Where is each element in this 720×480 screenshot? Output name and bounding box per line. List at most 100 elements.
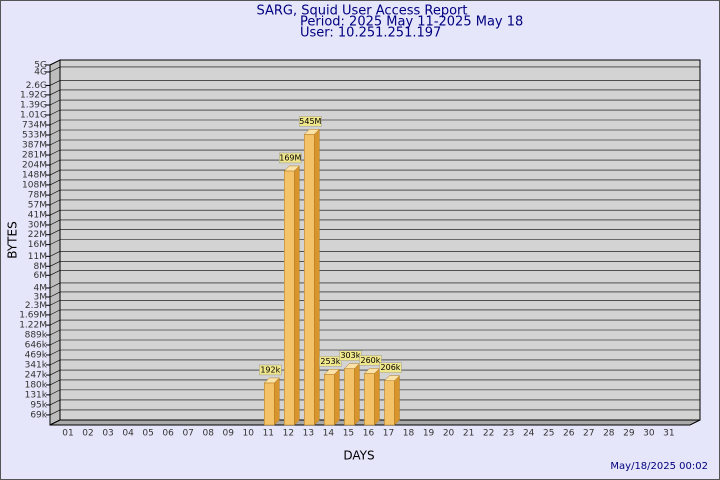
value-label: 206k [381, 363, 401, 372]
y-tick-label: 2.3M [25, 301, 47, 311]
x-tick-label: 09 [223, 429, 235, 439]
timestamp: May/18/2025 00:02 [610, 461, 708, 472]
y-tick-label: 1.22M [19, 321, 47, 331]
grid-line [49, 109, 700, 116]
bar-side [274, 377, 280, 426]
x-tick-label: 18 [403, 429, 415, 439]
value-label: 192k [260, 365, 280, 374]
y-tick-label: 4M [34, 283, 48, 293]
y-tick-label: 30M [28, 220, 47, 230]
x-tick-label: 13 [303, 429, 314, 439]
y-tick-label: 2.6G [26, 81, 47, 91]
y-tick-label: 1.69M [19, 310, 47, 320]
grid-line [49, 339, 700, 346]
bar-top [263, 377, 280, 384]
bar-side [374, 367, 380, 426]
bar-top [283, 165, 300, 172]
value-label: 260k [360, 356, 380, 365]
y-tick-label: 469k [25, 351, 48, 361]
grid-line [49, 80, 700, 86]
x-tick-label: 24 [523, 429, 535, 439]
chart-title: SARG, Squid User Access Report [257, 4, 468, 19]
y-tick-label: 341k [25, 360, 48, 370]
bar [284, 170, 295, 426]
bar-top [383, 375, 401, 381]
grid-line [49, 159, 700, 166]
x-tick-label: 03 [102, 429, 113, 439]
bar-side [394, 375, 400, 426]
grid-line [49, 329, 700, 336]
x-tick-label: 26 [563, 429, 575, 439]
grid-line [49, 299, 700, 306]
value-label: 169M [279, 153, 301, 162]
y-tick-label: 11M [28, 252, 47, 262]
y-tick-label: 387M [22, 141, 47, 151]
x-tick-label: 06 [162, 429, 174, 439]
y-tick-label: 4G [34, 67, 47, 77]
bar-top [303, 129, 320, 135]
x-tick-label: 28 [603, 429, 615, 439]
value-label-box [299, 116, 322, 127]
y-tick-label: 204M [22, 161, 47, 171]
x-tick-label: 19 [423, 429, 435, 439]
x-tick-label: 01 [62, 429, 73, 439]
grid-line [49, 169, 700, 176]
x-tick-label: 22 [483, 429, 494, 439]
bar-side [314, 128, 320, 426]
x-tick-label: 05 [142, 429, 153, 439]
value-label: 545M [299, 117, 321, 126]
x-tick-label: 29 [623, 429, 635, 439]
grid-line [49, 219, 700, 226]
x-tick-label: 20 [443, 429, 455, 439]
chart-user: User: 10.251.251.197 [300, 26, 441, 41]
plot-left-wall [49, 59, 61, 426]
y-tick-label: 131k [25, 390, 48, 400]
grid-line [49, 209, 700, 216]
value-label-box [359, 355, 382, 366]
y-tick-label: 69k [30, 410, 47, 420]
bar-side [294, 165, 300, 426]
x-tick-label: 14 [323, 429, 335, 439]
bar-top [323, 369, 340, 375]
x-tick-label: 15 [343, 429, 354, 439]
y-tick-label: 5G [34, 61, 47, 71]
bar [364, 373, 375, 426]
grid-line [49, 359, 700, 366]
grid-line [49, 129, 700, 136]
grid-line [49, 282, 700, 289]
bar [264, 382, 275, 426]
x-tick-label: 21 [463, 429, 474, 439]
x-tick-label: 31 [663, 429, 674, 439]
value-label: 253k [320, 357, 340, 366]
y-tick-label: 281M [22, 151, 47, 161]
y-tick-label: 3M [34, 292, 48, 302]
grid-line [49, 239, 700, 245]
y-tick-label: 533M [22, 131, 47, 141]
x-tick-label: 12 [283, 429, 294, 439]
value-label-box [379, 362, 402, 373]
chart-subtitle: Period: 2025 May 11-2025 May 18 [300, 15, 523, 30]
grid-line [49, 99, 700, 106]
grid-line [49, 261, 700, 267]
grid-line [49, 149, 700, 156]
y-tick-label: 8M [34, 262, 48, 272]
value-label-box [279, 152, 302, 164]
y-tick-label: 22M [28, 230, 47, 240]
y-tick-label: 148M [22, 171, 47, 181]
x-axis-label: DAYS [343, 449, 374, 463]
y-tick-label: 646k [25, 340, 48, 350]
grid-line [49, 399, 700, 406]
y-tick-label: 16M [28, 240, 47, 250]
x-tick-label: 30 [643, 429, 655, 439]
x-tick-label: 04 [122, 429, 134, 439]
bar-side [354, 363, 360, 426]
x-tick-label: 11 [263, 429, 274, 439]
grid-line [49, 251, 700, 257]
grid-line [49, 409, 700, 416]
x-tick-label: 16 [363, 429, 375, 439]
x-tick-label: 23 [503, 429, 514, 439]
grid-line [49, 379, 700, 386]
x-tick-label: 07 [182, 429, 193, 439]
y-tick-label: 95k [30, 400, 47, 410]
